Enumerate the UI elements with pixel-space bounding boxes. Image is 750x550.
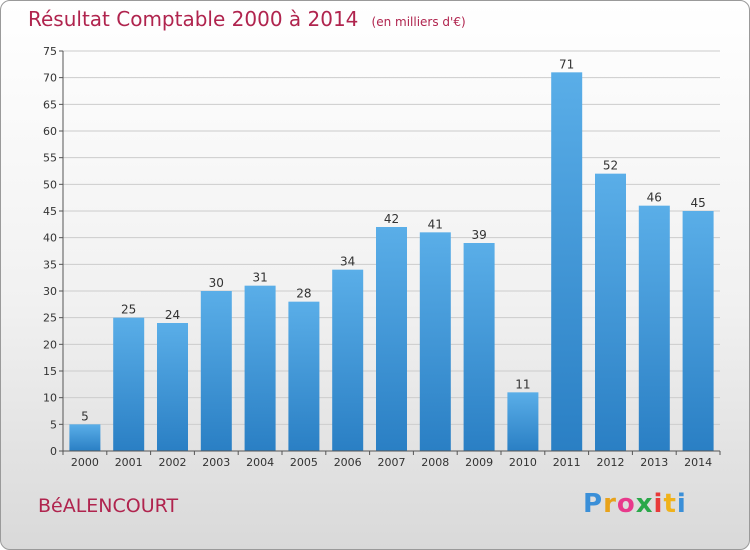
x-tick-label: 2012	[597, 456, 625, 469]
bar	[157, 323, 188, 451]
bar	[332, 269, 364, 451]
bar	[682, 211, 714, 451]
y-tick-label: 20	[43, 338, 57, 351]
data-label: 31	[252, 271, 267, 285]
y-tick-label: 50	[43, 178, 57, 191]
y-tick-label: 0	[50, 445, 57, 458]
data-label: 11	[515, 377, 530, 391]
bar	[113, 317, 145, 451]
data-label: 30	[209, 276, 224, 290]
data-label: 28	[296, 287, 311, 301]
logo-letter: P	[583, 489, 604, 519]
bars	[69, 72, 714, 451]
x-tick-label: 2003	[202, 456, 230, 469]
y-tick-label: 55	[43, 152, 57, 165]
value-labels: 5 25 24 30 31 28 34 42 41 39 11 71 52 46 45	[81, 57, 706, 423]
data-label: 24	[165, 308, 180, 322]
x-tick-label: 2010	[509, 456, 537, 469]
chart-subtitle: (en milliers d'€)	[371, 15, 466, 29]
commune-name: BéALENCOURT	[38, 495, 179, 517]
axes	[62, 51, 720, 452]
y-tick-label: 25	[43, 312, 57, 325]
bar	[244, 285, 276, 451]
x-tick-label: 2004	[246, 456, 274, 469]
data-label: 45	[690, 196, 705, 210]
bar	[200, 291, 232, 451]
x-tick-label: 2005	[290, 456, 318, 469]
logo-letter: t	[663, 489, 677, 519]
data-label: 39	[471, 228, 486, 242]
data-label: 25	[121, 303, 136, 317]
y-tick-label: 70	[43, 72, 57, 85]
x-tick-label: 2009	[465, 456, 493, 469]
y-axis-ticks: 0 5 10 15 20 25 30 35 40 45 50 55 60 65 70 75	[43, 45, 63, 458]
title-line: Résultat Comptable 2000 à 2014 (en milli…	[28, 7, 466, 31]
y-tick-label: 75	[43, 45, 57, 58]
x-tick-label: 2013	[640, 456, 668, 469]
y-tick-label: 15	[43, 365, 57, 378]
bar	[376, 227, 407, 451]
y-tick-label: 30	[43, 285, 57, 298]
proxiti-logo: Proxiti	[583, 489, 687, 519]
data-label: 5	[81, 409, 89, 423]
data-label: 34	[340, 255, 355, 269]
logo-letter: i	[676, 489, 687, 519]
x-tick-label: 2002	[159, 456, 187, 469]
chart-title: Résultat Comptable 2000 à 2014	[28, 7, 359, 31]
x-tick-label: 2008	[421, 456, 449, 469]
logo-letter: x	[635, 489, 654, 519]
x-tick-label: 2006	[334, 456, 362, 469]
logo-letter: i	[653, 489, 664, 519]
x-tick-label: 2001	[115, 456, 143, 469]
bar	[638, 205, 670, 451]
data-label: 46	[647, 191, 662, 205]
y-tick-label: 35	[43, 258, 57, 271]
x-tick-label: 2014	[684, 456, 712, 469]
y-tick-label: 60	[43, 125, 57, 138]
y-tick-label: 40	[43, 232, 57, 245]
x-tick-label: 2011	[553, 456, 581, 469]
bar	[69, 424, 101, 451]
x-tick-label: 2007	[378, 456, 406, 469]
bar	[551, 72, 583, 451]
x-axis-ticks: 2000 2001 2002 2003 2004 2005 2006 2007 2008 2009…	[62, 451, 721, 469]
y-tick-label: 10	[43, 392, 57, 405]
data-label: 42	[384, 212, 399, 226]
x-tick-label: 2000	[71, 456, 99, 469]
logo-letter: o	[616, 489, 636, 519]
data-label: 52	[603, 159, 618, 173]
data-label: 71	[559, 57, 574, 71]
y-tick-label: 45	[43, 205, 57, 218]
y-tick-label: 65	[43, 98, 57, 111]
bar	[288, 301, 320, 451]
bar	[507, 392, 539, 451]
bar	[595, 173, 626, 451]
data-label: 41	[428, 217, 443, 231]
y-tick-label: 5	[50, 418, 57, 431]
bar	[419, 232, 451, 451]
bar	[463, 243, 495, 451]
logo-letter: r	[603, 489, 617, 519]
